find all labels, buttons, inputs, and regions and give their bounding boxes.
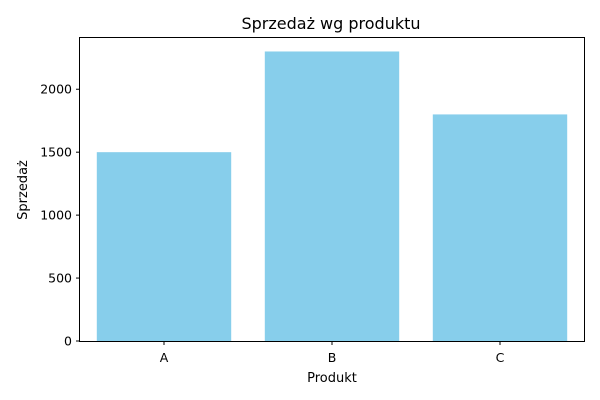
y-tick-label: 500 — [48, 271, 72, 286]
x-tick-label: A — [160, 350, 169, 365]
bar-c — [432, 114, 568, 342]
x-axis-label: Produkt — [307, 371, 357, 386]
x-axis-ticks: A B C — [160, 341, 505, 365]
y-tick-label: 2000 — [40, 82, 72, 97]
y-tick-label: 1500 — [40, 145, 72, 160]
bars-group — [96, 51, 568, 342]
bar-b — [264, 51, 400, 341]
y-tick-label: 1000 — [40, 208, 72, 223]
y-axis-ticks: 0 500 1000 1500 2000 — [40, 82, 80, 349]
bar-a — [96, 152, 232, 341]
chart-title: Sprzedaż wg produktu — [241, 14, 420, 33]
y-axis-label: Sprzedaż — [16, 160, 31, 220]
x-tick-label: B — [328, 350, 337, 365]
y-tick-label: 0 — [64, 334, 72, 349]
x-tick-label: C — [496, 350, 505, 365]
